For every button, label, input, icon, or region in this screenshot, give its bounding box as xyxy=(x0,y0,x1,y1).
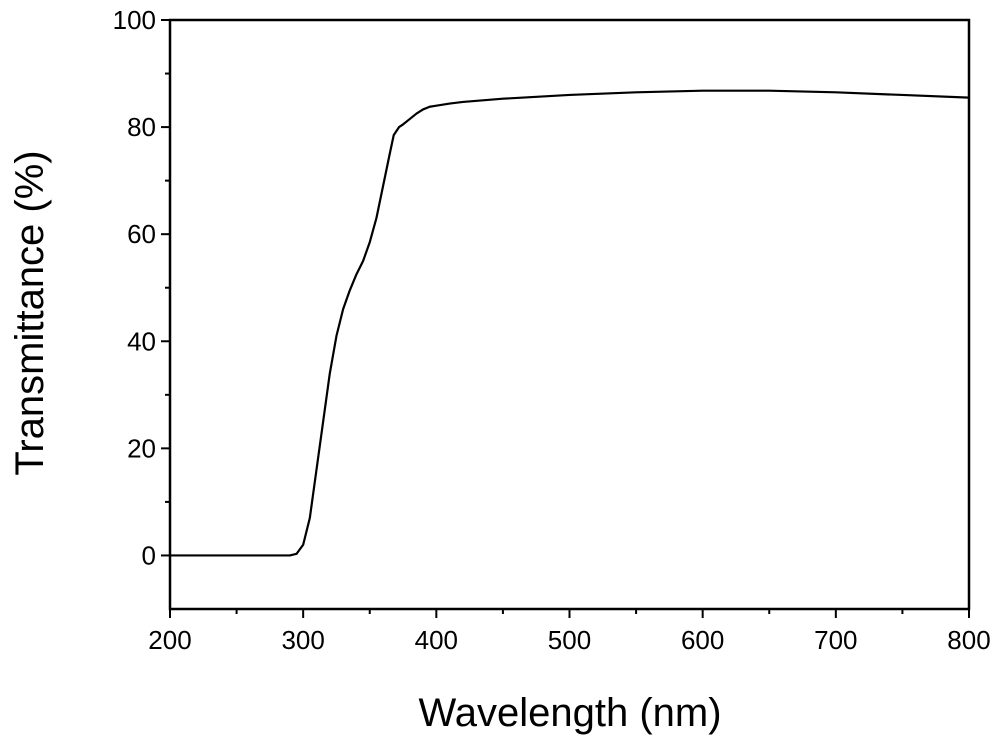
x-tick-label: 800 xyxy=(947,625,990,655)
y-tick-label: 80 xyxy=(127,112,156,142)
y-tick-label: 0 xyxy=(142,540,156,570)
y-tick-label: 40 xyxy=(127,326,156,356)
x-tick-label: 200 xyxy=(148,625,191,655)
series-layer xyxy=(170,89,970,557)
x-axis-title: Wavelength (nm) xyxy=(418,691,721,735)
y-tick-label: 20 xyxy=(127,433,156,463)
y-axis-ticks: 0 20 40 60 80 100 xyxy=(113,5,170,570)
x-tick-label: 600 xyxy=(681,625,724,655)
x-axis-ticks: 200 300 400 500 600 700 800 xyxy=(148,609,991,655)
y-axis-title: Transmittance (%) xyxy=(8,150,52,475)
y-tick-label: 100 xyxy=(113,5,156,35)
y-tick-label: 60 xyxy=(127,219,156,249)
plot-frame xyxy=(168,18,971,611)
plot-border xyxy=(168,18,971,611)
transmittance-line xyxy=(170,89,970,557)
x-tick-label: 500 xyxy=(548,625,591,655)
x-tick-label: 700 xyxy=(814,625,857,655)
x-tick-label: 300 xyxy=(281,625,324,655)
x-tick-label: 400 xyxy=(415,625,458,655)
